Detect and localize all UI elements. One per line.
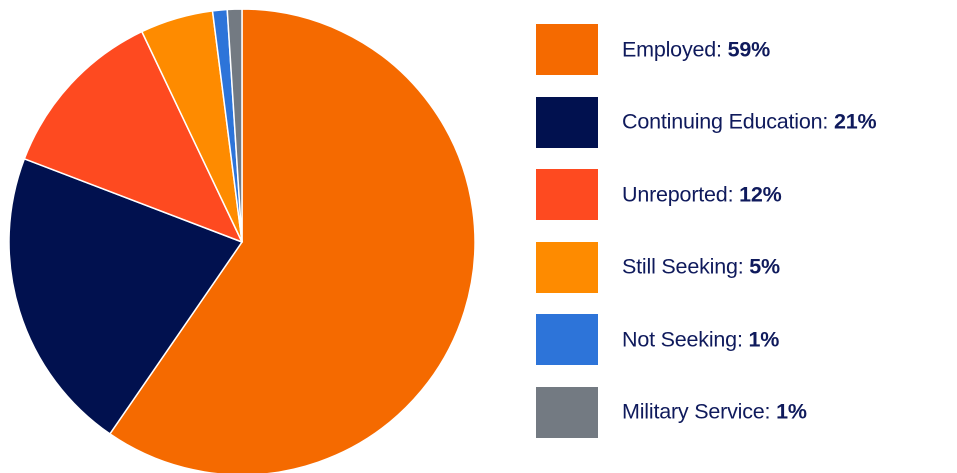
legend-label: Unreported: 12% — [622, 182, 782, 207]
legend-item-continuing-education: Continuing Education: 21% — [536, 96, 954, 148]
legend-separator: : — [737, 254, 750, 279]
legend-separator: : — [822, 109, 834, 134]
pie-slices — [8, 8, 476, 473]
legend-category: Military Service — [622, 399, 765, 424]
legend-item-not-seeking: Not Seeking: 1% — [536, 314, 954, 365]
legend-separator: : — [736, 327, 749, 351]
pie-chart — [8, 8, 476, 473]
legend-category: Still Seeking — [622, 254, 738, 279]
pie-slice-military-service — [226, 8, 243, 243]
legend: Employed: 59% Continuing Education: 21% Un… — [536, 24, 954, 459]
legend-value: 5% — [749, 254, 780, 279]
legend-value: 12% — [739, 182, 782, 206]
legend-category: Employed — [622, 37, 717, 61]
legend-value: 59% — [727, 37, 771, 61]
legend-label: Employed: 59% — [622, 37, 770, 62]
legend-label: Military Service: 1% — [622, 400, 807, 425]
legend-value: 1% — [748, 327, 780, 351]
legend-swatch — [536, 314, 598, 365]
legend-value: 21% — [833, 109, 877, 134]
legend-label: Not Seeking: 1% — [622, 327, 779, 352]
legend-swatch — [536, 24, 598, 75]
legend-item-still-seeking: Still Seeking: 5% — [536, 241, 954, 293]
legend-item-employed: Employed: 59% — [536, 24, 954, 75]
legend-swatch — [536, 169, 598, 220]
legend-category: Continuing Education — [622, 109, 823, 134]
legend-separator: : — [764, 399, 777, 424]
pie-slice-unreported — [23, 30, 243, 243]
legend-value: 1% — [776, 399, 807, 424]
pie-slice-continuing-education — [8, 158, 243, 435]
legend-item-military-service: Military Service: 1% — [536, 386, 954, 438]
legend-separator: : — [716, 37, 728, 61]
legend-swatch — [536, 241, 598, 293]
legend-label: Still Seeking: 5% — [622, 255, 780, 280]
legend-label: Continuing Education: 21% — [622, 109, 877, 135]
legend-separator: : — [727, 182, 740, 206]
legend-swatch — [536, 96, 598, 148]
legend-item-unreported: Unreported: 12% — [536, 169, 954, 220]
legend-category: Not Seeking — [622, 327, 737, 351]
legend-category: Unreported — [622, 182, 728, 206]
pie-slice-employed — [109, 8, 476, 473]
legend-swatch — [536, 386, 598, 438]
